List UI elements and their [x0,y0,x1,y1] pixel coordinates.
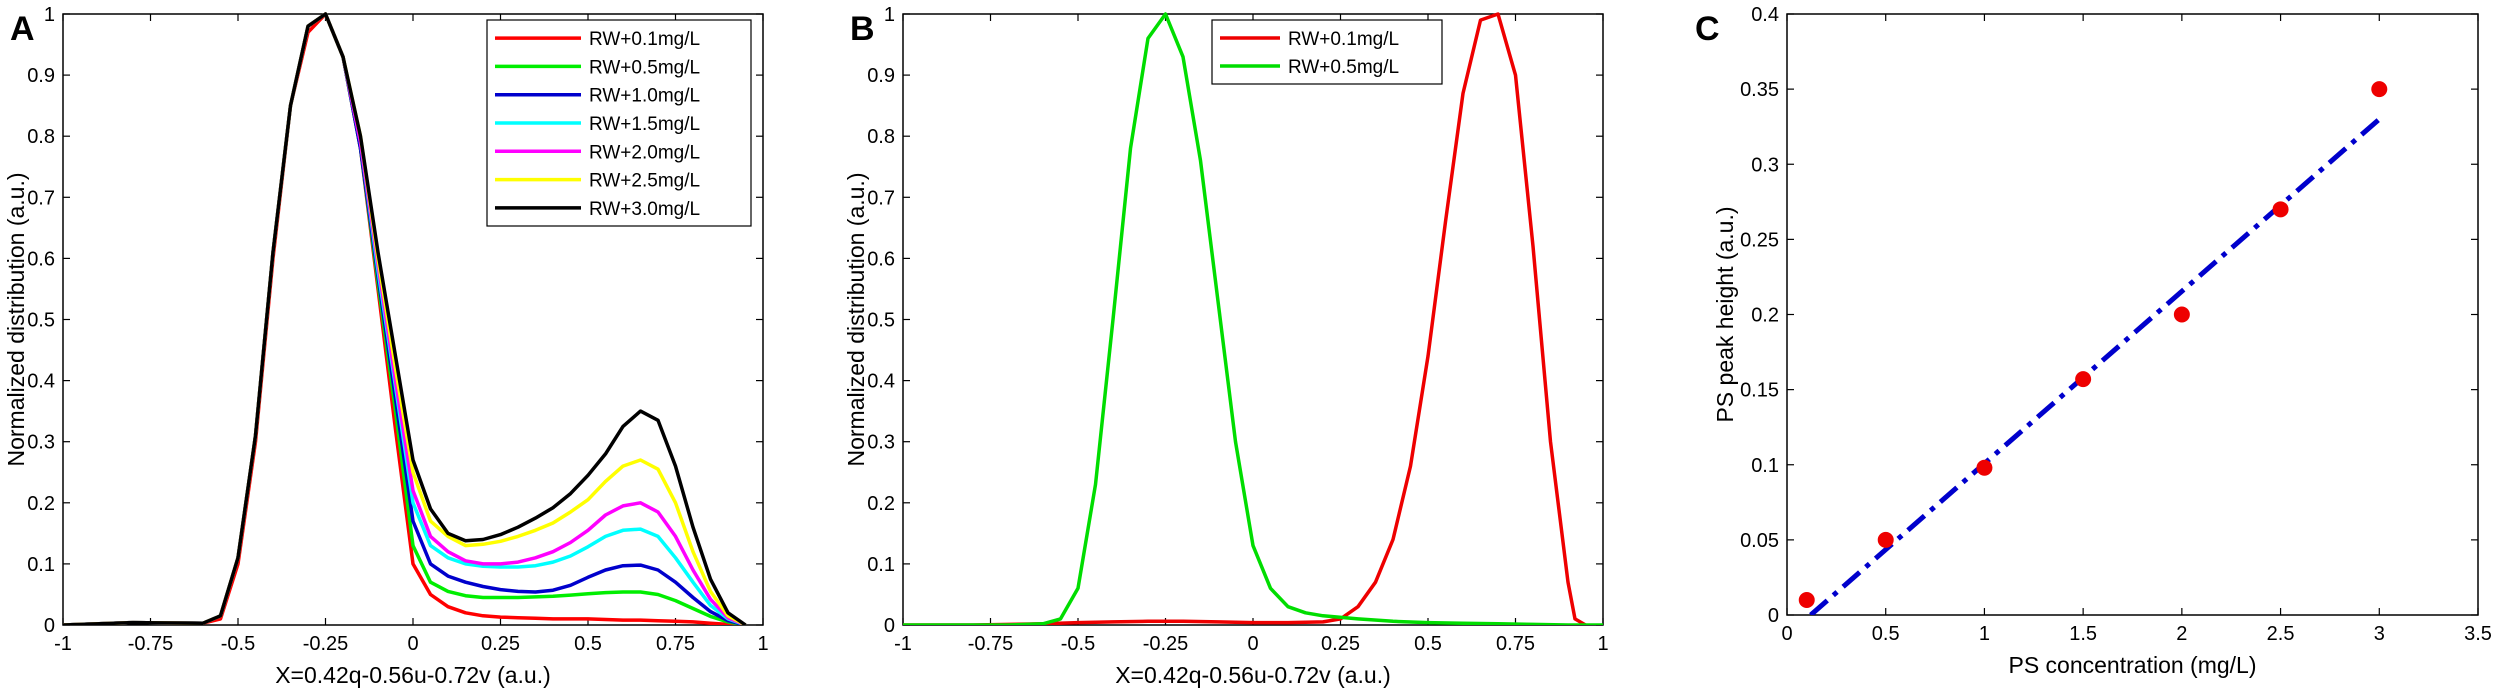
legend-entry: RW+2.0mg/L [589,142,700,163]
y-tick-label: 0.05 [1740,530,1779,552]
x-axis-label: X=0.42q-0.56u-0.72v (a.u.) [275,662,551,688]
axes-box [1786,13,2479,616]
y-tick-label: 0.9 [27,65,55,87]
x-tick-label: -0.5 [221,633,255,655]
legend-entry: RW+1.0mg/L [589,86,700,107]
y-tick-label: 0.1 [867,554,895,576]
y-tick-label: 0.6 [867,248,895,270]
y-tick-label: 0.2 [867,493,895,515]
x-tick-label: 0.5 [574,633,602,655]
x-tick-label: 0.25 [481,633,520,655]
legend-box [1211,19,1443,85]
x-tick-label: 1 [1979,623,1990,645]
x-axis-label: X=0.42q-0.56u-0.72v (a.u.) [1115,662,1391,688]
y-tick-label: 0.25 [1740,229,1779,251]
x-tick-label: 0.5 [1872,623,1900,645]
legend: RW+0.1mg/L RW+0.5mg/L [1211,19,1443,85]
x-tick-label: -0.25 [303,633,349,655]
x-tick-label: 0.5 [1414,633,1442,655]
y-tick-label: 0.3 [27,432,55,454]
panel-label: A [10,10,35,48]
y-tick-label: 0.1 [1751,455,1779,477]
panel-a: -1 -0.75 -0.5 -0.25 0 0.25 0.5 0.75 1 0 0.1 0.2 0.3 0… [3,4,768,688]
legend-entry: RW+3.0mg/L [589,199,700,220]
x-tick-label: 2 [2176,623,2187,645]
y-tick-label: 0.5 [27,310,55,332]
y-tick-label: 1 [44,4,55,26]
y-tick-label: 0.3 [1751,154,1779,176]
y-axis-label: PS peak height (a.u.) [1712,206,1738,422]
data-point [1798,591,1815,608]
y-tick-label: 0.4 [27,371,55,393]
fit-line [1809,117,2381,615]
y-tick-label: 0.6 [27,248,55,270]
x-tick-label: 0 [1781,623,1792,645]
x-tick-label: -1 [54,633,72,655]
x-tick-label: 0.75 [656,633,695,655]
x-tick-label: 0 [1247,633,1258,655]
panel-c: 0 0.5 1 1.5 2 2.5 3 3.5 0 0.05 0.1 0.15 0.2 0.25 0.3 0.… [1695,4,2492,678]
x-tick-label: 3.5 [2464,623,2492,645]
y-tick-label: 0.7 [27,187,55,209]
y-tick-label: 0 [884,615,895,637]
x-tick-label: 1 [757,633,768,655]
data-point [1976,459,1993,476]
x-tick-label: 0.75 [1496,633,1535,655]
series-line-RW+0.1mg/L [903,12,1587,625]
y-tick-label: 0 [1768,605,1779,627]
y-axis-label: Normalized distribution (a.u.) [843,172,869,466]
x-tick-label: -0.75 [968,633,1014,655]
legend-entry: RW+0.5mg/L [589,57,700,78]
x-tick-label: 1 [1597,633,1608,655]
x-tick-label: 0.25 [1321,633,1360,655]
x-tick-label: 1.5 [2069,623,2097,645]
data-point [2272,201,2289,218]
data-point [1877,531,1894,548]
panel-label: C [1695,10,1720,48]
series-line-RW+0.5mg/L [903,12,1603,625]
y-tick-label: 0 [44,615,55,637]
y-tick-label: 0.8 [867,126,895,148]
y-tick-label: 0.2 [27,493,55,515]
plot-area [1798,81,2388,615]
x-tick-label: -1 [894,633,912,655]
x-tick-label: -0.25 [1143,633,1189,655]
y-tick-label: 0.4 [1751,4,1779,26]
plot-area [903,12,1603,625]
y-tick-label: 0.7 [867,187,895,209]
legend-entry: RW+0.1mg/L [1288,29,1399,50]
y-tick-label: 0.9 [867,65,895,87]
panel-label: B [850,10,875,48]
series-line-RW+3.0mg/L [63,12,747,625]
y-tick-label: 0.8 [27,126,55,148]
plot-area [63,12,747,625]
legend-entry: RW+1.5mg/L [589,114,700,135]
x-tick-label: 0 [407,633,418,655]
legend-entry: RW+2.5mg/L [589,171,700,192]
y-tick-label: 0.3 [867,432,895,454]
x-tick-label: 2.5 [2267,623,2295,645]
legend: RW+0.1mg/L RW+0.5mg/L RW+1.0mg/L RW+1.5mg/L… [486,19,752,227]
x-tick-label: 3 [2374,623,2385,645]
data-point [2173,306,2190,323]
y-tick-label: 1 [884,4,895,26]
y-tick-label: 0.2 [1751,305,1779,327]
y-tick-label: 0.1 [27,554,55,576]
x-tick-label: -0.5 [1061,633,1095,655]
data-point [2371,81,2388,98]
x-axis-label: PS concentration (mg/L) [2008,652,2256,678]
y-axis-label: Normalized distribution (a.u.) [3,172,29,466]
x-tick-label: -0.75 [128,633,174,655]
data-point [2075,371,2092,388]
axes-box [902,13,1604,626]
y-tick-label: 0.35 [1740,79,1779,101]
panel-b: -1 -0.75 -0.5 -0.25 0 0.25 0.5 0.75 1 0 0.1 0.2 0.3 0… [843,4,1608,688]
legend-entry: RW+0.5mg/L [1288,57,1399,78]
y-tick-label: 0.4 [867,371,895,393]
legend-entry: RW+0.1mg/L [589,29,700,50]
y-tick-label: 0.5 [867,310,895,332]
y-tick-label: 0.15 [1740,380,1779,402]
